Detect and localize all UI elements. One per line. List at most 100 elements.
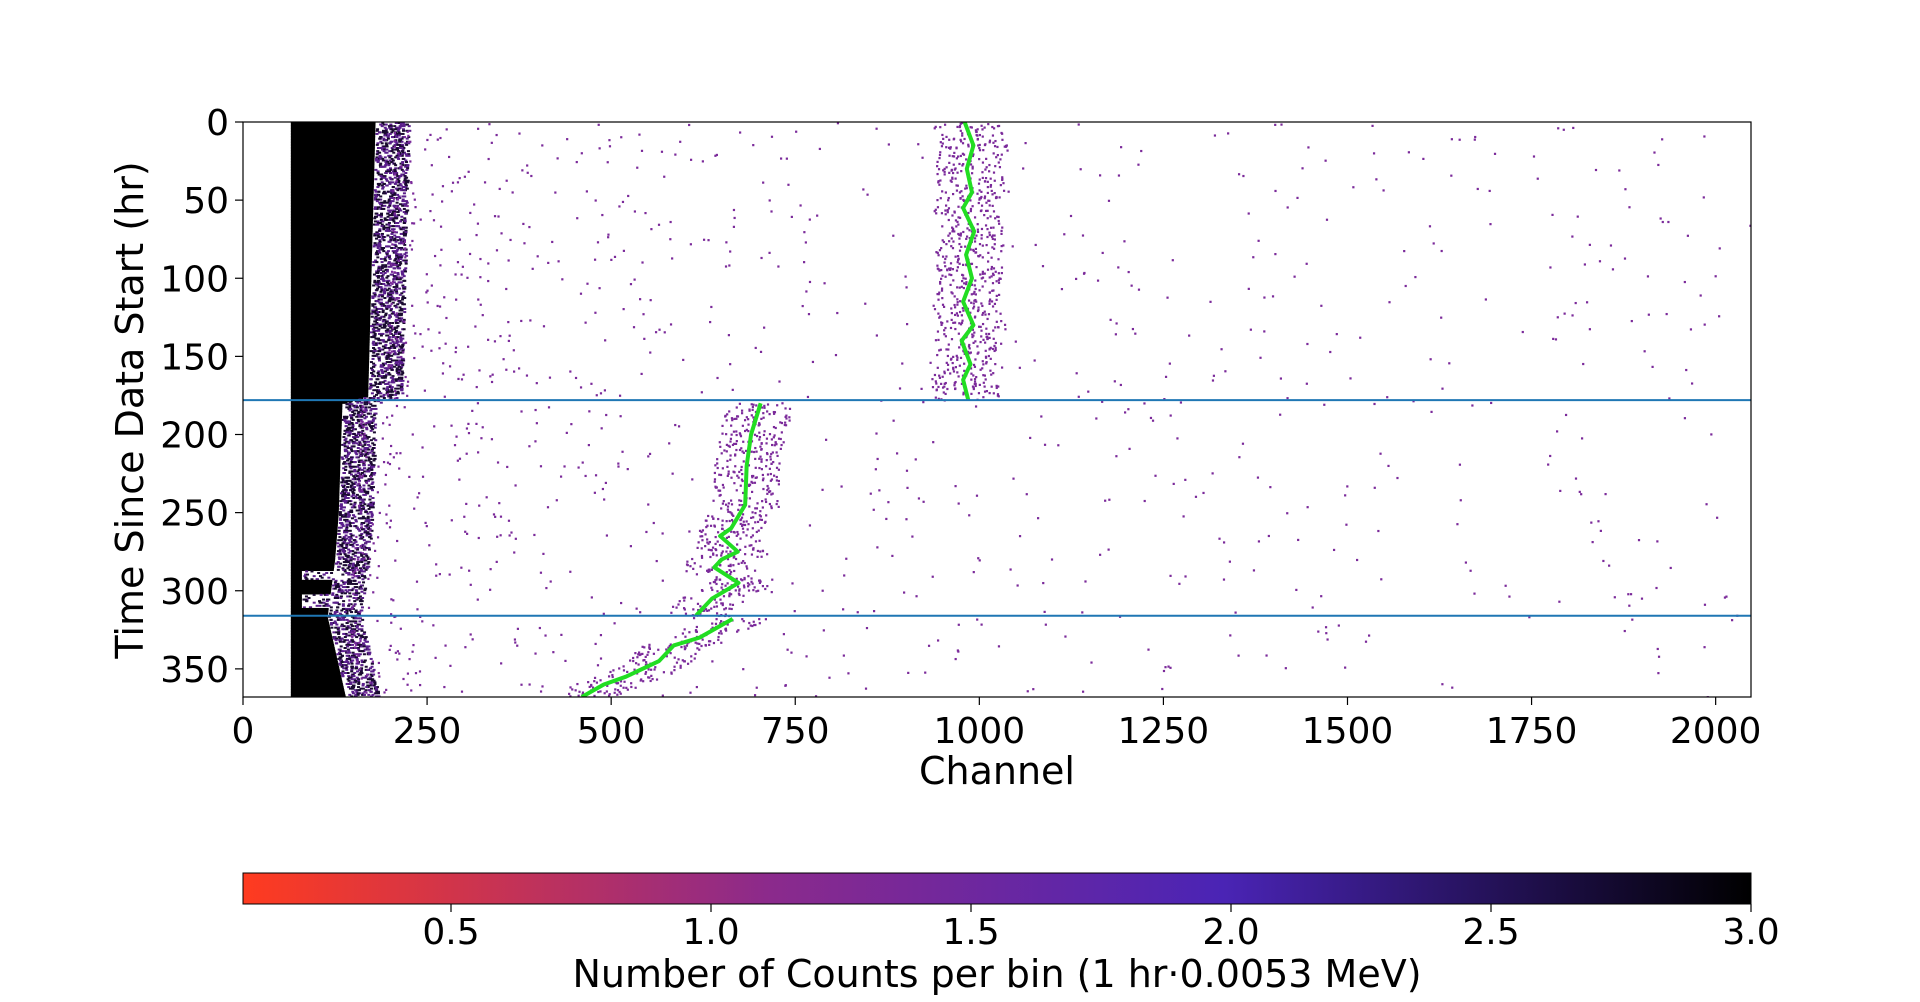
fringe-count bbox=[351, 522, 355, 524]
dense-row bbox=[290, 472, 341, 475]
fringe-count bbox=[391, 129, 395, 132]
peak-count-dot bbox=[979, 273, 982, 276]
fringe-count bbox=[342, 436, 346, 439]
dense-row bbox=[290, 173, 375, 176]
fringe-count bbox=[379, 303, 383, 306]
fringe-count bbox=[389, 125, 393, 128]
count-dot bbox=[490, 380, 494, 384]
count-dot bbox=[1209, 300, 1212, 303]
fringe-count bbox=[349, 661, 353, 664]
fringe-count bbox=[367, 459, 371, 462]
count-dot bbox=[360, 489, 364, 492]
dense-row bbox=[290, 207, 374, 211]
peak-count-dot bbox=[951, 226, 954, 229]
fringe-count bbox=[349, 681, 353, 684]
peak-count-dot bbox=[974, 279, 977, 282]
count-dot bbox=[513, 551, 516, 554]
fringe-count bbox=[341, 542, 345, 545]
count-dot bbox=[1329, 350, 1332, 354]
count-dot bbox=[1069, 214, 1073, 218]
fringe-count bbox=[356, 653, 360, 656]
dense-row bbox=[290, 439, 342, 442]
fringe-count bbox=[380, 265, 384, 268]
fringe-count bbox=[372, 384, 376, 387]
count-dot bbox=[542, 552, 545, 555]
fringe-count bbox=[330, 572, 334, 574]
fringe-count bbox=[360, 532, 364, 535]
fringe-count bbox=[400, 373, 404, 376]
fringe-count bbox=[343, 501, 347, 504]
fringe-count bbox=[330, 626, 334, 629]
dense-row bbox=[290, 601, 302, 604]
fringe-count bbox=[380, 315, 384, 318]
fringe-count bbox=[397, 181, 401, 184]
fringe-count bbox=[356, 693, 360, 696]
count-dot bbox=[968, 514, 971, 517]
count-dot bbox=[712, 553, 715, 556]
fringe-count bbox=[348, 656, 352, 659]
peak-count-dot bbox=[955, 146, 958, 149]
fringe-count bbox=[345, 622, 349, 624]
fringe-count bbox=[374, 259, 378, 262]
fringe-count bbox=[350, 481, 354, 484]
fringe-count bbox=[312, 593, 316, 596]
fringe-count bbox=[363, 576, 367, 579]
count-dot bbox=[818, 147, 821, 151]
fringe-count bbox=[364, 553, 368, 556]
fringe-count bbox=[355, 667, 359, 670]
fringe-count bbox=[338, 550, 342, 553]
count-dot bbox=[950, 237, 953, 240]
peak-count-dot bbox=[971, 335, 974, 339]
peak-count-dot bbox=[940, 247, 943, 250]
peak-count-dot bbox=[972, 307, 975, 310]
fringe-count bbox=[405, 137, 409, 140]
count-dot bbox=[469, 633, 472, 636]
fringe-count bbox=[359, 501, 363, 504]
fringe-count bbox=[391, 190, 395, 193]
fringe-count bbox=[397, 195, 401, 198]
fringe-count bbox=[393, 314, 397, 317]
fringe-count bbox=[351, 545, 355, 548]
fringe-count bbox=[366, 517, 370, 520]
count-dot bbox=[649, 351, 652, 354]
fringe-count bbox=[396, 175, 400, 178]
fringe-count bbox=[379, 214, 383, 217]
fringe-count bbox=[396, 336, 400, 339]
fringe-count bbox=[391, 211, 395, 214]
peak-count-dot bbox=[974, 340, 977, 343]
dense-row bbox=[290, 429, 342, 432]
peak-count-dot bbox=[939, 197, 942, 200]
fringe-count bbox=[344, 476, 348, 479]
fringe-count bbox=[354, 665, 358, 668]
count-dot bbox=[907, 671, 910, 675]
peak-count-dot bbox=[994, 217, 997, 220]
fringe-count bbox=[358, 498, 362, 501]
count-dot bbox=[408, 475, 411, 479]
peak-count-dot bbox=[968, 229, 971, 232]
count-dot bbox=[381, 437, 384, 440]
count-dot bbox=[709, 320, 712, 324]
peak-count-dot bbox=[983, 180, 987, 183]
fringe-count bbox=[399, 314, 403, 317]
count-dot bbox=[1574, 301, 1577, 305]
fringe-count bbox=[369, 384, 373, 387]
count-dot bbox=[413, 507, 416, 510]
peak-count-dot bbox=[960, 314, 963, 317]
count-dot bbox=[622, 308, 625, 311]
count-dot bbox=[354, 547, 357, 550]
fringe-count bbox=[360, 528, 364, 531]
fringe-count bbox=[374, 407, 378, 410]
fringe-count bbox=[379, 203, 383, 206]
count-dot bbox=[463, 515, 466, 518]
peak-count-dot bbox=[950, 169, 953, 172]
peak-count-dot bbox=[937, 181, 940, 184]
fringe-count bbox=[358, 459, 362, 462]
fringe-count bbox=[335, 623, 339, 626]
count-dot bbox=[359, 448, 362, 451]
fringe-count bbox=[406, 167, 410, 170]
fringe-count bbox=[347, 650, 351, 653]
fringe-count bbox=[358, 534, 362, 537]
count-dot bbox=[1120, 146, 1123, 149]
count-dot bbox=[477, 298, 480, 301]
fringe-count bbox=[354, 622, 358, 624]
